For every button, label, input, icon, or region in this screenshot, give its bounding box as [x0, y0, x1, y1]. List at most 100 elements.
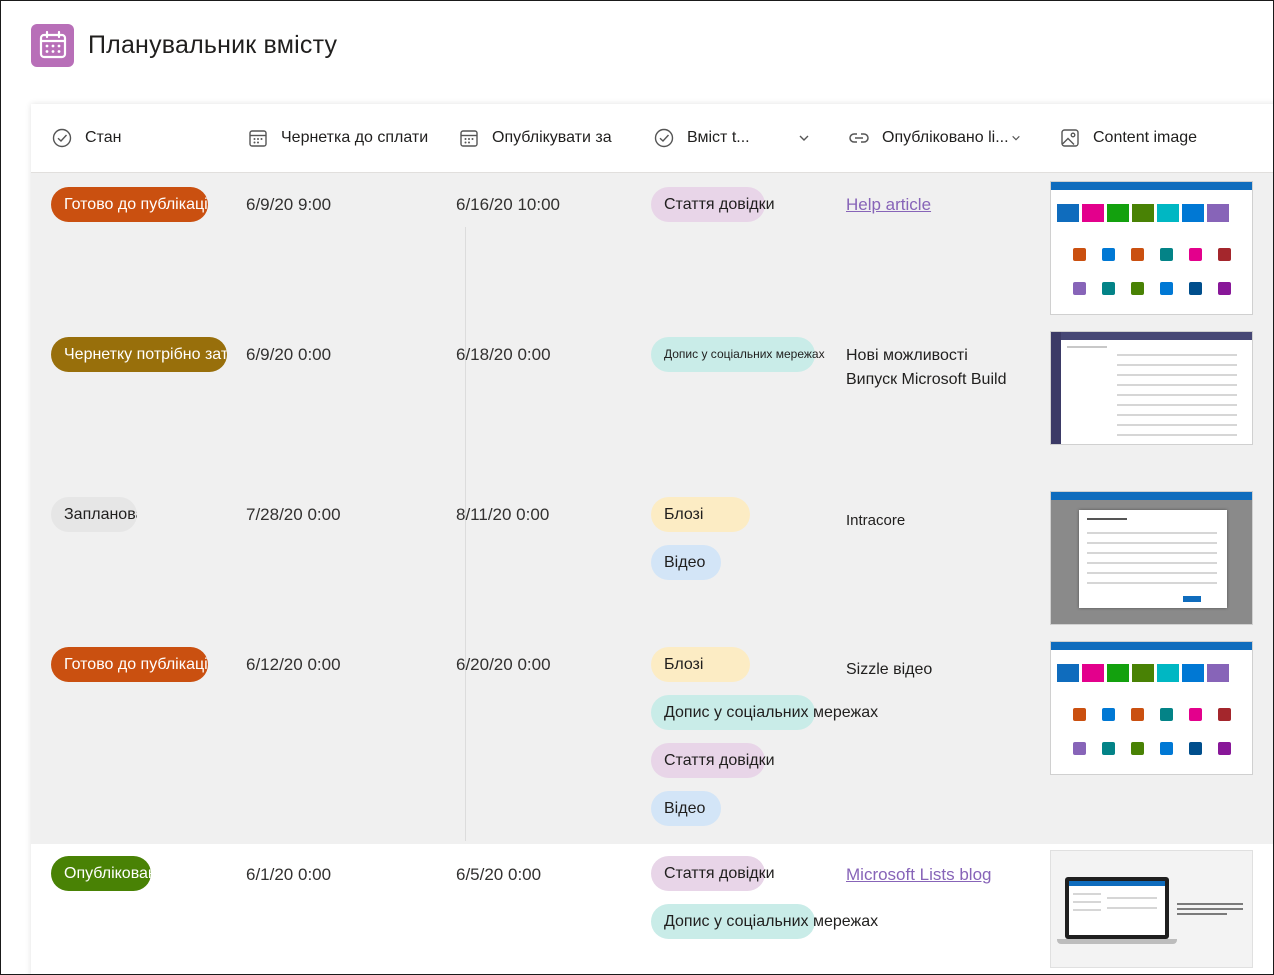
thumb-tile: [1107, 204, 1129, 222]
table-row[interactable]: Заплановані 7/28/20 0:00 8/11/20 0:00 Бл…: [31, 483, 1273, 633]
thumb-line: [1117, 424, 1237, 426]
thumb-line: [1117, 394, 1237, 396]
thumb-line: [1117, 404, 1237, 406]
thumb-line: [1087, 582, 1217, 584]
thumb-app-icon: [1218, 708, 1231, 721]
publish-by-date: 8/11/20 0:00: [456, 505, 550, 524]
thumb-titlebar: [1051, 182, 1252, 190]
thumb-line: [1087, 562, 1217, 564]
thumb-titlebar: [1051, 642, 1252, 650]
column-header-content-image[interactable]: Content image: [1059, 104, 1259, 172]
thumb-app-icon: [1073, 282, 1086, 295]
thumb-laptop-screen: [1065, 877, 1169, 939]
content-type-tag: Стаття довідки: [651, 187, 775, 222]
thumb-tile: [1082, 664, 1104, 682]
thumb-app-icon: [1102, 282, 1115, 295]
thumb-button: [1183, 596, 1201, 602]
image-icon: [1059, 127, 1081, 149]
thumb-app-icon: [1218, 282, 1231, 295]
thumb-app-icon: [1102, 742, 1115, 755]
content-image-thumbnail[interactable]: [1050, 181, 1253, 315]
thumb-line: [1117, 354, 1237, 356]
link-icon: [848, 127, 870, 149]
thumb-app-icon: [1073, 708, 1086, 721]
published-link[interactable]: Sizzle відео: [846, 661, 933, 678]
published-link[interactable]: Microsoft Lists blog: [846, 865, 992, 884]
draft-due-date: 6/9/20 9:00: [246, 195, 332, 214]
thumb-line: [1087, 532, 1217, 534]
thumb-app-icon: [1131, 282, 1144, 295]
thumb-titlebar: [1069, 881, 1165, 886]
thumb-app-icon: [1160, 708, 1173, 721]
publish-by-date: 6/5/20 0:00: [456, 865, 542, 884]
content-type-tag: Блозі: [651, 497, 750, 532]
thumb-laptop-base: [1057, 939, 1177, 944]
publish-by-date: 6/16/20 10:00: [456, 195, 560, 214]
content-image-thumbnail[interactable]: [1050, 641, 1253, 775]
content-image-thumbnail[interactable]: [1050, 491, 1253, 625]
content-image-thumbnail[interactable]: [1050, 331, 1253, 445]
published-link[interactable]: Intracore: [846, 512, 906, 529]
status-badge: Чернетку потрібно затвердити: [51, 337, 227, 372]
page-title: Планувальник вмісту: [88, 30, 338, 59]
thumb-line: [1067, 346, 1107, 348]
list-view: Стан Чернетка до сплати Опублікувати за …: [31, 104, 1273, 974]
calendar-icon: [31, 23, 74, 67]
column-header-published-link[interactable]: Опубліковано li...: [848, 104, 1028, 172]
thumb-app-icon: [1218, 742, 1231, 755]
thumb-tile: [1207, 664, 1229, 682]
draft-due-date: 6/9/20 0:00: [246, 345, 332, 364]
column-header-draft-due[interactable]: Чернетка до сплати: [247, 104, 447, 172]
content-type-tag: Блозі: [651, 647, 750, 682]
table-row[interactable]: Опубліковано 6/1/20 0:00 6/5/20 0:00 Ста…: [31, 844, 1273, 974]
published-link[interactable]: Help article: [846, 195, 932, 214]
thumb-sidebar: [1051, 332, 1061, 444]
thumb-line: [1177, 908, 1243, 910]
thumb-line: [1073, 893, 1101, 895]
content-type-tag: Допис у соціальних мережах: [651, 695, 878, 730]
published-link[interactable]: Нові можливості: [846, 347, 968, 364]
thumb-app-icon: [1189, 248, 1202, 261]
thumb-tile: [1107, 664, 1129, 682]
status-badge: Заплановані: [51, 497, 137, 532]
thumb-line: [1073, 901, 1101, 903]
publish-by-date: 6/20/20 0:00: [456, 655, 551, 674]
status-check-icon: [51, 127, 73, 149]
thumb-tile: [1182, 204, 1204, 222]
content-image-thumbnail[interactable]: [1050, 850, 1253, 968]
thumb-line: [1177, 913, 1227, 915]
column-header-content-type[interactable]: Вміст t...: [653, 104, 813, 172]
chevron-down-icon[interactable]: [798, 132, 810, 144]
thumb-line: [1107, 897, 1157, 899]
thumb-tile: [1057, 204, 1079, 222]
thumb-app-icon: [1160, 742, 1173, 755]
thumb-line: [1107, 907, 1157, 909]
thumb-app-icon: [1131, 248, 1144, 261]
content-type-tag: Стаття довідки: [651, 856, 775, 891]
thumb-tile: [1132, 204, 1154, 222]
thumb-line: [1117, 364, 1237, 366]
thumb-app-icon: [1102, 708, 1115, 721]
table-row[interactable]: Готово до публікації 6/9/20 9:00 6/16/20…: [31, 173, 1273, 323]
thumb-app-icon: [1189, 742, 1202, 755]
column-header-publish-by[interactable]: Опублікувати за: [458, 104, 628, 172]
app-header: Планувальник вмісту: [31, 23, 337, 67]
thumb-tile: [1082, 204, 1104, 222]
thumb-tile: [1182, 664, 1204, 682]
status-badge: Готово до публікації: [51, 187, 208, 222]
thumb-tile: [1207, 204, 1229, 222]
thumb-line: [1117, 414, 1237, 416]
content-type-tag: Відео: [651, 791, 721, 826]
content-type-tag: Стаття довідки: [651, 743, 775, 778]
table-row[interactable]: Чернетку потрібно затвердити 6/9/20 0:00…: [31, 323, 1273, 483]
calendar-icon: [247, 127, 269, 149]
publish-by-date: 6/18/20 0:00: [456, 345, 551, 364]
status-check-icon: [653, 127, 675, 149]
table-row[interactable]: Готово до публікації 6/12/20 0:00 6/20/2…: [31, 633, 1273, 845]
chevron-down-icon[interactable]: [1011, 133, 1021, 143]
header-divider: [31, 172, 1273, 173]
published-link-line2[interactable]: Випуск Microsoft Build: [846, 371, 1007, 388]
calendar-icon: [458, 127, 480, 149]
column-header-status[interactable]: Стан: [51, 104, 241, 172]
